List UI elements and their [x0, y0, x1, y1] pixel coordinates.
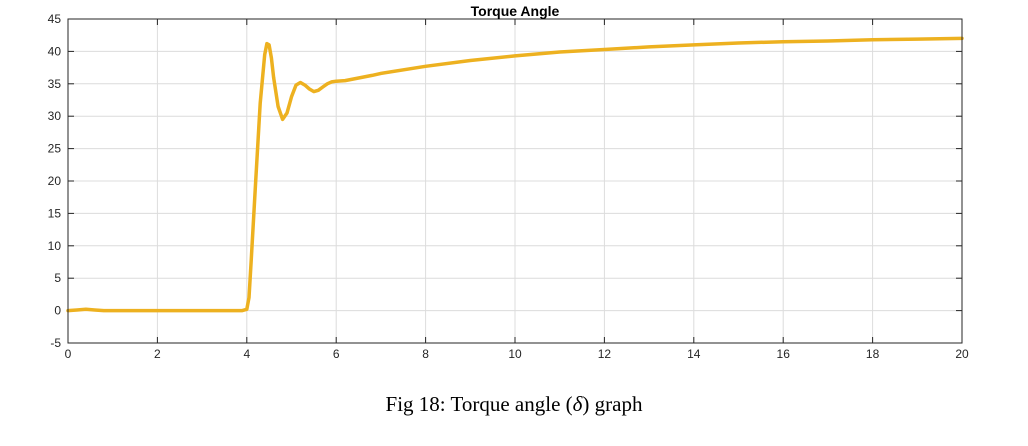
y-tick-labels: -5 0 5 10 15 20 25 30 35 40 45	[48, 12, 62, 350]
x-tick-label: 6	[333, 347, 340, 361]
figure-caption: Fig 18: Torque angle (δ) graph	[0, 392, 1028, 417]
x-tick-label: 8	[422, 347, 429, 361]
x-tick-label: 0	[65, 347, 72, 361]
x-tick-labels: 0 2 4 6 8 10 12 14 16 18 20	[65, 347, 969, 361]
y-tick-label: 35	[48, 77, 62, 91]
chart-title: Torque Angle	[471, 3, 560, 19]
x-tick-label: 14	[687, 347, 701, 361]
x-tick-label: 4	[243, 347, 250, 361]
caption-prefix: Fig 18: Torque angle (	[385, 392, 573, 416]
caption-suffix: ) graph	[582, 392, 643, 416]
y-tick-label: 0	[54, 304, 61, 318]
series-layer	[66, 36, 964, 313]
y-tick-label: 25	[48, 142, 62, 156]
y-tick-label: 10	[48, 239, 62, 253]
x-tick-label: 10	[508, 347, 522, 361]
x-tick-label: 18	[866, 347, 880, 361]
x-tick-label: 20	[955, 347, 969, 361]
torque-angle-chart: 0 2 4 6 8 10 12 14 16 18 20 -5 0 5 10 15 20 25 30 35 40 45 T…	[48, 3, 969, 361]
plot-frame	[67, 18, 963, 344]
x-tick-label: 16	[777, 347, 791, 361]
y-tick-label: 45	[48, 12, 62, 26]
x-tick-label: 2	[154, 347, 161, 361]
y-tick-label: 15	[48, 206, 62, 220]
caption-symbol: δ	[572, 392, 583, 416]
torque-angle-line	[66, 36, 964, 313]
x-tick-label: 12	[598, 347, 612, 361]
y-tick-label: 5	[54, 271, 61, 285]
y-tick-label: 20	[48, 174, 62, 188]
y-tick-label: 30	[48, 109, 62, 123]
y-tick-label: 40	[48, 44, 62, 58]
y-tick-label: -5	[50, 336, 61, 350]
